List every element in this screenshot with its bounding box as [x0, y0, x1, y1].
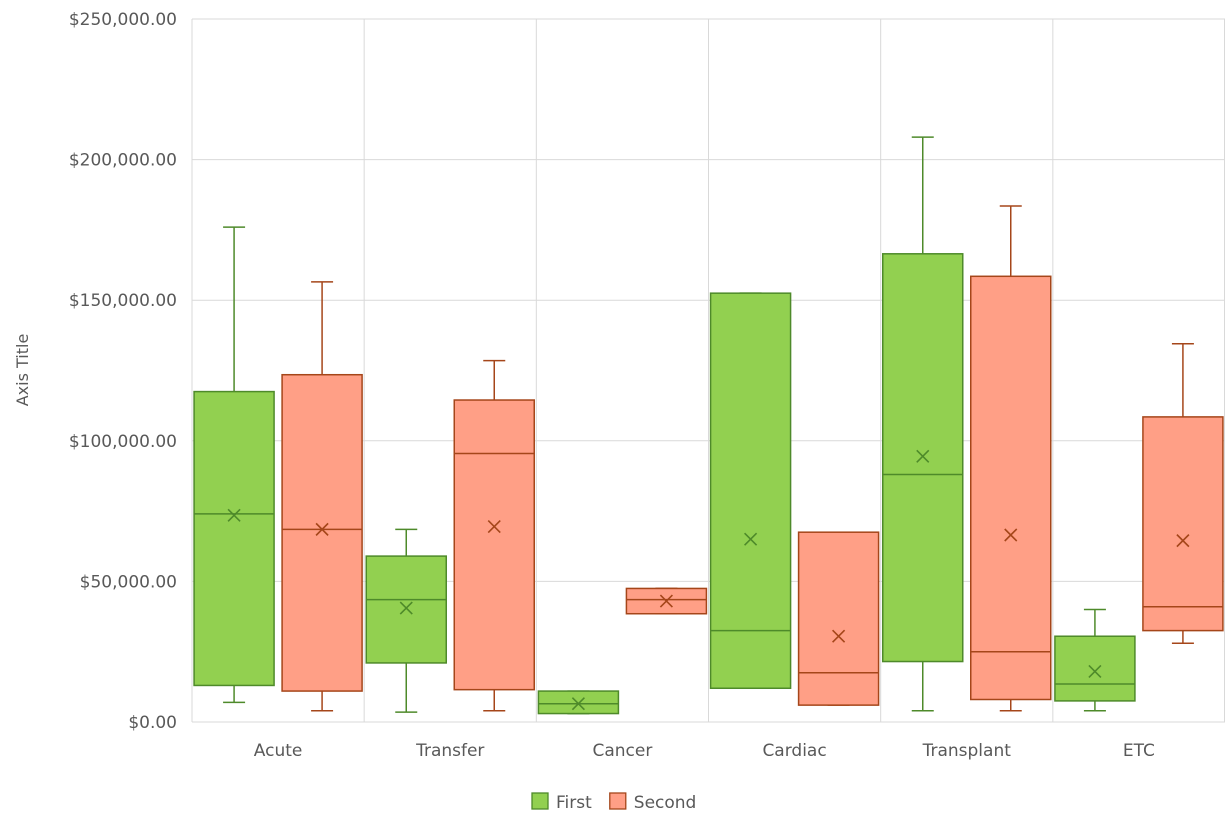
box-second-transfer[interactable]: [453, 359, 535, 712]
y-tick-label: $50,000.00: [80, 572, 177, 592]
box-iqr: [625, 587, 708, 615]
mean-marker: [399, 601, 413, 615]
box-second-etc[interactable]: [1142, 343, 1224, 645]
box-first-etc[interactable]: [1054, 608, 1136, 712]
box-iqr: [709, 292, 792, 690]
mean-marker: [315, 522, 329, 536]
mean-marker: [571, 697, 585, 711]
legend-label: First: [556, 793, 592, 813]
box-iqr: [1054, 635, 1136, 702]
x-tick-label: Acute: [254, 741, 303, 761]
box-iqr: [281, 373, 363, 692]
x-tick-label: Transfer: [415, 741, 484, 761]
x-axis: Acute Transfer Cancer Cardiac Transplant ETC: [254, 741, 1155, 761]
box-iqr: [365, 555, 447, 664]
mean-marker: [832, 629, 846, 643]
y-tick-label: $0.00: [128, 713, 177, 733]
box-first-cancer[interactable]: [537, 690, 620, 715]
mean-marker: [1088, 664, 1102, 678]
x-tick-label: Transplant: [922, 741, 1012, 761]
mean-marker: [659, 594, 673, 608]
y-tick-label: $100,000.00: [69, 432, 177, 452]
box-first-transfer[interactable]: [365, 528, 447, 713]
x-tick-label: ETC: [1123, 741, 1155, 761]
legend-item-second[interactable]: Second: [609, 792, 697, 813]
box-iqr: [882, 253, 964, 663]
y-tick-label: $200,000.00: [69, 151, 177, 171]
box-first-cardiac[interactable]: [709, 292, 792, 690]
legend[interactable]: First Second: [531, 792, 697, 813]
mean-marker: [1176, 534, 1190, 548]
box-iqr: [193, 390, 275, 687]
y-axis-title: Axis Title: [13, 334, 32, 407]
legend-swatch: [609, 792, 627, 810]
y-tick-label: $150,000.00: [69, 291, 177, 311]
box-iqr: [537, 690, 620, 715]
box-second-cancer[interactable]: [625, 587, 708, 615]
mean-marker: [227, 508, 241, 522]
box-second-cardiac[interactable]: [797, 531, 880, 706]
x-tick-label: Cancer: [592, 741, 652, 761]
y-axis: $0.00 $50,000.00 $100,000.00 $150,000.00 $20…: [69, 10, 177, 733]
box-iqr: [453, 399, 535, 691]
mean-marker: [916, 449, 930, 463]
box-second-acute[interactable]: [281, 281, 363, 712]
mean-marker: [487, 520, 501, 534]
box-second-transplant[interactable]: [970, 205, 1052, 712]
legend-label: Second: [634, 793, 697, 813]
mean-marker: [1004, 528, 1018, 542]
legend-item-first[interactable]: First: [531, 792, 592, 813]
box-iqr: [1142, 416, 1224, 632]
box-series: [193, 136, 1224, 715]
box-iqr: [970, 275, 1052, 701]
box-first-transplant[interactable]: [882, 136, 964, 712]
legend-swatch: [531, 792, 549, 810]
y-tick-label: $250,000.00: [69, 10, 177, 30]
mean-marker: [744, 532, 758, 546]
x-tick-label: Cardiac: [762, 741, 826, 761]
box-first-acute[interactable]: [193, 226, 275, 704]
box-iqr: [797, 531, 880, 706]
